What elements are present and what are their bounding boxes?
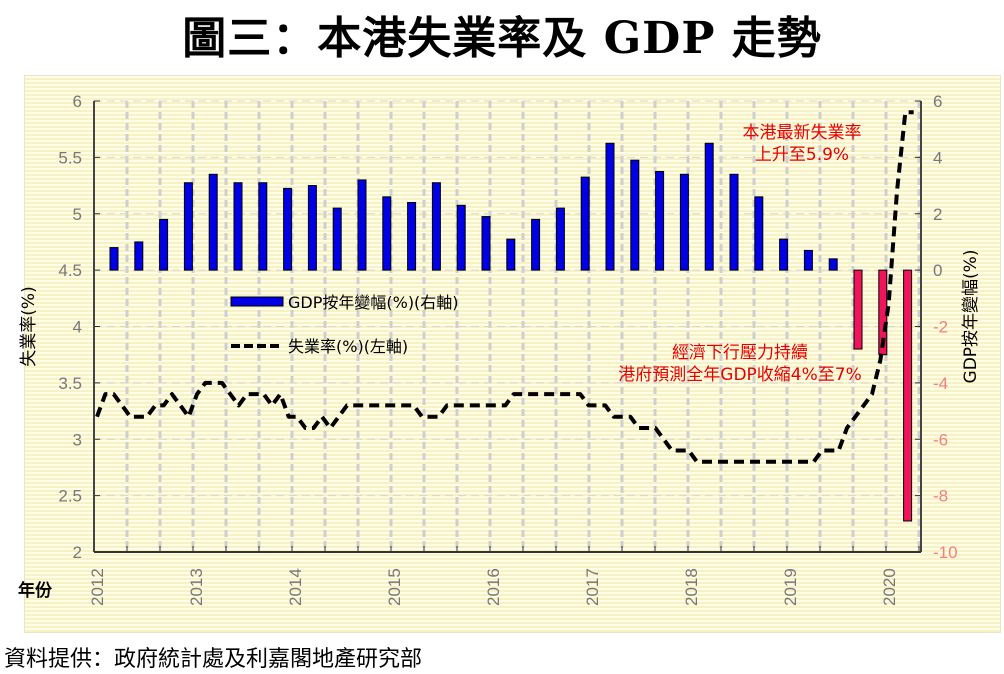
source-note: 資料提供：政府統計處及利嘉閣地產研究部 <box>4 647 423 672</box>
gdp-bar <box>531 218 541 271</box>
x-tick-label: 2015 <box>385 568 404 606</box>
gdp-bar <box>580 176 590 271</box>
x-axis-label: 年份 <box>18 580 53 601</box>
left-tick-label: 4 <box>73 318 82 337</box>
gdp-bar <box>407 201 417 271</box>
gdp-bar <box>704 142 714 271</box>
gdp-bar <box>357 179 367 271</box>
left-tick-label: 6 <box>73 92 82 111</box>
gdp-bar <box>605 142 615 271</box>
right-tick-label: -2 <box>933 318 948 337</box>
gdp-bar <box>655 170 665 271</box>
gdp-bar <box>307 185 317 271</box>
annotation-text: 上升至5.9% <box>755 145 849 165</box>
legend-label-unemployment: 失業率(%)(左軸) <box>288 337 408 356</box>
annotation-text: 經濟下行壓力持續 <box>672 343 808 363</box>
right-tick-label: 6 <box>933 92 942 111</box>
left-tick-label: 4.5 <box>58 261 82 280</box>
gdp-bar <box>555 207 565 271</box>
right-tick-label: 0 <box>933 261 942 280</box>
gdp-bar <box>431 182 441 271</box>
gdp-bar <box>258 182 268 271</box>
right-tick-label: 2 <box>933 205 942 224</box>
gdp-bar <box>332 207 342 271</box>
chart-title: 圖三：本港失業率及 GDP 走勢 <box>182 13 822 64</box>
x-tick-label: 2013 <box>187 568 206 606</box>
gdp-bar <box>903 269 913 522</box>
gdp-bar <box>803 249 813 271</box>
gdp-bar <box>456 204 466 271</box>
right-tick-label: -4 <box>933 374 948 393</box>
gdp-bar <box>208 173 218 271</box>
legend-swatch-gdp <box>230 296 284 307</box>
right-tick-label: -10 <box>933 543 958 562</box>
chart-panel <box>24 75 1001 633</box>
gdp-bar <box>853 269 863 350</box>
unemployment-line <box>95 110 914 464</box>
gdp-bar <box>134 241 144 271</box>
gdp-bar <box>109 247 119 271</box>
gdp-bar <box>630 159 640 271</box>
x-tick-label: 2019 <box>781 568 800 606</box>
gdp-bar <box>754 196 764 271</box>
left-tick-label: 3 <box>73 430 82 449</box>
gdp-bar <box>729 173 739 271</box>
gdp-bar <box>679 173 689 271</box>
annotation-text: 港府預測全年GDP收縮4%至7% <box>618 365 861 385</box>
x-tick-label: 2017 <box>583 568 602 606</box>
x-tick-label: 2012 <box>88 568 107 606</box>
gdp-bar <box>382 196 392 271</box>
x-tick-label: 2016 <box>484 568 503 606</box>
gdp-bar <box>183 182 193 271</box>
x-tick-label: 2014 <box>286 568 305 606</box>
right-tick-label: -6 <box>933 430 948 449</box>
x-tick-label: 2018 <box>682 568 701 606</box>
gdp-bar <box>283 187 293 271</box>
right-axis-label: GDP按年變幅(%) <box>961 250 981 384</box>
gdp-bar <box>779 238 789 271</box>
left-axis-label: 失業率(%) <box>19 286 39 366</box>
gdp-bar <box>506 238 516 271</box>
gdp-bar <box>233 182 243 271</box>
left-tick-label: 2.5 <box>58 487 82 506</box>
x-tick-label: 2020 <box>880 568 899 606</box>
left-tick-label: 3.5 <box>58 374 82 393</box>
annotation-text: 本港最新失業率 <box>743 123 862 143</box>
left-tick-label: 5 <box>73 205 82 224</box>
right-tick-label: 4 <box>933 148 942 167</box>
gdp-bar <box>828 258 838 271</box>
gdp-bar <box>159 218 169 271</box>
right-tick-label: -8 <box>933 487 948 506</box>
legend-label-gdp: GDP按年變幅(%)(右軸) <box>288 293 459 312</box>
left-tick-label: 5.5 <box>58 148 82 167</box>
left-tick-label: 2 <box>73 543 82 562</box>
gdp-bar <box>481 216 491 271</box>
